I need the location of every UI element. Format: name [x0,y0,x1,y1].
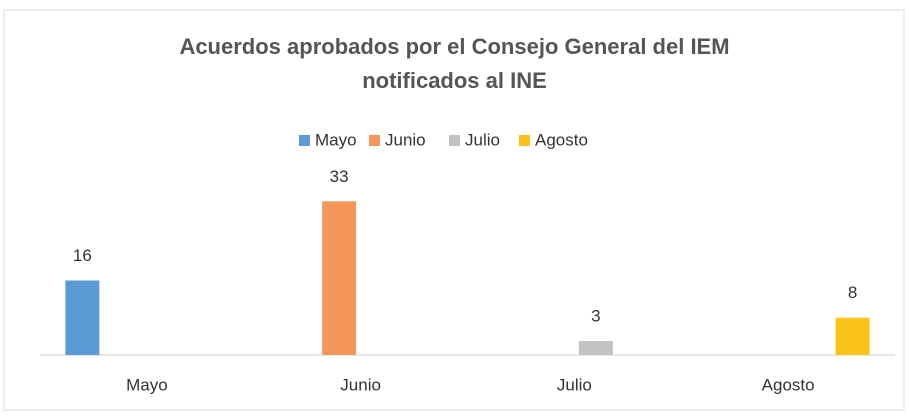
legend-label: Agosto [535,130,588,149]
title-box: Acuerdos aprobados por el Consejo Genera… [0,30,909,98]
data-label: 8 [848,283,857,302]
legend-swatch [369,135,380,146]
legend-label: Julio [465,130,500,149]
data-label: 33 [330,167,349,186]
bar [835,317,870,355]
x-tick-label: Agosto [762,375,815,394]
bar [322,201,357,355]
legend-swatch [449,135,460,146]
x-tick-label: Junio [340,375,381,394]
bar [578,341,613,355]
chart-title: Acuerdos aprobados por el Consejo Genera… [179,34,730,93]
data-label: 3 [591,307,600,326]
x-tick-label: Mayo [126,375,168,394]
data-label: 16 [73,246,92,265]
x-tick-label: Julio [557,375,592,394]
legend-label: Junio [385,130,426,149]
bar [65,280,100,355]
legend-swatch [299,135,310,146]
legend-swatch [519,135,530,146]
legend-label: Mayo [315,130,357,149]
chart-border [3,9,905,411]
